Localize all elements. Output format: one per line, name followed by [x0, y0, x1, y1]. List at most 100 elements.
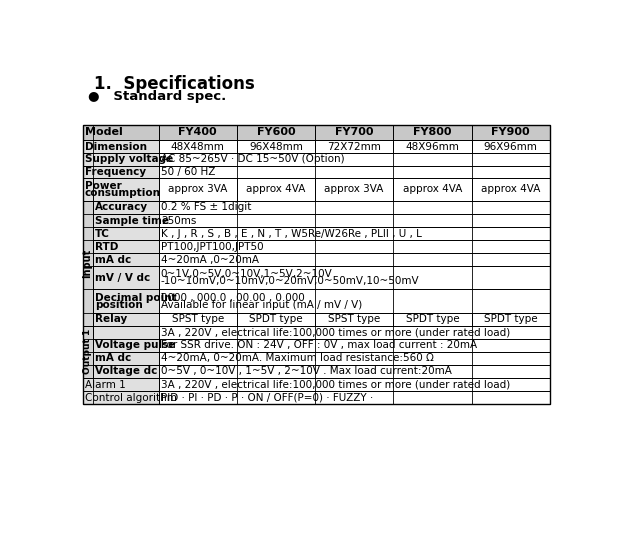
Bar — [93, 352, 159, 365]
Bar — [159, 290, 550, 312]
Text: Sample time: Sample time — [95, 215, 169, 225]
Bar — [83, 326, 93, 378]
Bar — [159, 378, 550, 391]
Text: 250ms: 250ms — [161, 215, 196, 225]
Text: 48X48mm: 48X48mm — [171, 142, 225, 152]
Bar — [93, 227, 159, 240]
Bar — [159, 266, 550, 290]
Bar — [315, 140, 393, 153]
Bar — [93, 240, 159, 253]
Bar — [83, 201, 93, 326]
Text: Supply voltage: Supply voltage — [85, 155, 173, 165]
Text: approx 4VA: approx 4VA — [403, 184, 462, 194]
Bar — [83, 378, 159, 391]
Text: 50 / 60 HZ: 50 / 60 HZ — [161, 167, 215, 177]
Text: Decimal point: Decimal point — [95, 292, 176, 302]
Bar — [159, 227, 550, 240]
Text: Model: Model — [85, 127, 123, 137]
Text: Available for linear input (mA / mV / V): Available for linear input (mA / mV / V) — [161, 300, 362, 310]
Bar — [393, 140, 471, 153]
Text: position: position — [95, 300, 143, 310]
Text: For SSR drive. ON : 24V , OFF : 0V , max load current : 20mA: For SSR drive. ON : 24V , OFF : 0V , max… — [161, 340, 477, 350]
Text: 0.2 % FS ± 1digit: 0.2 % FS ± 1digit — [161, 203, 251, 213]
Text: TC: TC — [95, 229, 110, 239]
Text: mV / V dc: mV / V dc — [95, 273, 150, 283]
Bar — [93, 266, 159, 290]
Text: 0~5V , 0~10V , 1~5V , 2~10V . Max load current:20mA: 0~5V , 0~10V , 1~5V , 2~10V . Max load c… — [161, 367, 452, 377]
Text: SPDT type: SPDT type — [484, 314, 537, 324]
Bar — [83, 166, 159, 178]
Text: FY600: FY600 — [257, 127, 295, 137]
Text: approx 4VA: approx 4VA — [481, 184, 540, 194]
Text: SPST type: SPST type — [328, 314, 380, 324]
Bar — [237, 124, 315, 140]
Bar — [159, 352, 550, 365]
Bar — [159, 326, 550, 339]
Bar — [159, 214, 550, 227]
Bar — [393, 124, 471, 140]
Text: PID · PI · PD · P · ON / OFF(P=0) · FUZZY ·: PID · PI · PD · P · ON / OFF(P=0) · FUZZ… — [161, 393, 373, 403]
Text: K , J , R , S , B , E , N , T , W5Re/W26Re , PLII , U , L: K , J , R , S , B , E , N , T , W5Re/W26… — [161, 229, 421, 239]
Bar — [315, 124, 393, 140]
Text: FY800: FY800 — [413, 127, 452, 137]
Text: 0~1V,0~5V,0~10V,1~5V,2~10V: 0~1V,0~5V,0~10V,1~5V,2~10V — [161, 270, 333, 280]
Text: mA dc: mA dc — [95, 353, 131, 363]
Text: Alarm 1: Alarm 1 — [85, 379, 126, 389]
Text: 4~20mA ,0~20mA: 4~20mA ,0~20mA — [161, 255, 259, 265]
Text: RTD: RTD — [95, 242, 118, 252]
Text: 3A , 220V , electrical life:100,000 times or more (under rated load): 3A , 220V , electrical life:100,000 time… — [161, 327, 510, 337]
Text: 48X96mm: 48X96mm — [405, 142, 460, 152]
Text: 0000 , 000.0 , 00.00 , 0.000: 0000 , 000.0 , 00.00 , 0.000 — [161, 292, 305, 302]
Bar — [237, 140, 315, 153]
Text: 96X48mm: 96X48mm — [249, 142, 303, 152]
Text: 96X96mm: 96X96mm — [484, 142, 537, 152]
Text: consumption: consumption — [85, 188, 161, 198]
Bar — [93, 290, 159, 312]
Bar — [393, 178, 471, 201]
Bar — [237, 312, 315, 326]
Bar — [83, 124, 550, 404]
Bar — [83, 140, 159, 153]
Text: Control algorithm: Control algorithm — [85, 393, 176, 403]
Text: 1.  Specifications: 1. Specifications — [94, 75, 255, 93]
Text: Frequency: Frequency — [85, 167, 146, 177]
Text: approx 4VA: approx 4VA — [246, 184, 305, 194]
Bar — [93, 214, 159, 227]
Text: Input: Input — [83, 249, 93, 278]
Text: Voltage dc: Voltage dc — [95, 367, 157, 377]
Bar — [237, 178, 315, 201]
Text: Dimension: Dimension — [85, 142, 147, 152]
Text: Voltage pulse: Voltage pulse — [95, 340, 175, 350]
Bar — [159, 391, 550, 404]
Text: approx 3VA: approx 3VA — [325, 184, 384, 194]
Bar — [83, 124, 159, 140]
Bar — [93, 201, 159, 214]
Text: SPDT type: SPDT type — [249, 314, 303, 324]
Bar — [159, 140, 237, 153]
Text: Accuracy: Accuracy — [95, 203, 148, 213]
Bar — [93, 312, 159, 326]
Text: Output 1: Output 1 — [83, 329, 92, 374]
Bar — [93, 253, 159, 266]
Text: SPST type: SPST type — [172, 314, 224, 324]
Bar — [159, 166, 550, 178]
Bar — [83, 178, 159, 201]
Bar — [159, 201, 550, 214]
Bar — [159, 178, 237, 201]
Text: SPDT type: SPDT type — [405, 314, 459, 324]
Bar — [93, 326, 159, 339]
Bar — [393, 312, 471, 326]
Bar — [471, 140, 550, 153]
Bar — [93, 365, 159, 378]
Text: ●   Standard spec.: ● Standard spec. — [88, 90, 226, 103]
Text: PT100,JPT100,JPT50: PT100,JPT100,JPT50 — [161, 242, 263, 252]
Text: FY700: FY700 — [335, 127, 373, 137]
Text: 72X72mm: 72X72mm — [327, 142, 381, 152]
Bar — [159, 253, 550, 266]
Text: AC 85~265V · DC 15~50V (Option): AC 85~265V · DC 15~50V (Option) — [161, 155, 344, 165]
Text: 4~20mA, 0~20mA. Maximum load resistance:560 Ω: 4~20mA, 0~20mA. Maximum load resistance:… — [161, 353, 434, 363]
Text: approx 3VA: approx 3VA — [168, 184, 227, 194]
Text: -10~10mV,0~10mV,0~20mV,0~50mV,10~50mV: -10~10mV,0~10mV,0~20mV,0~50mV,10~50mV — [161, 276, 420, 286]
Text: Relay: Relay — [95, 314, 127, 324]
Bar — [471, 124, 550, 140]
